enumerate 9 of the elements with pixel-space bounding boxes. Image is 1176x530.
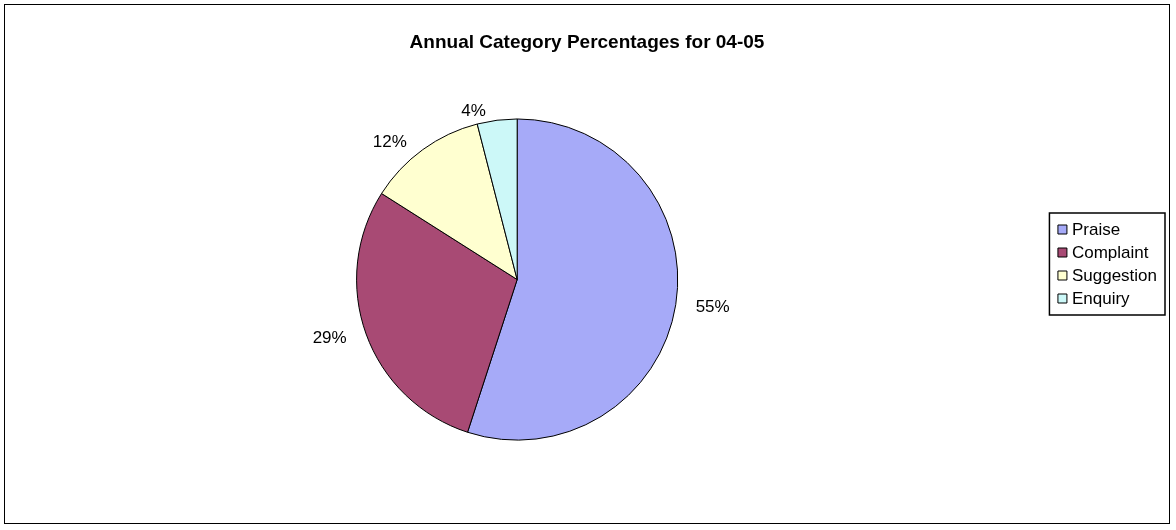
data-label: 55% <box>695 296 730 316</box>
legend-label: Enquiry <box>1071 289 1131 308</box>
legend-label: Suggestion <box>1071 266 1158 285</box>
data-label: 4% <box>461 100 486 120</box>
chart-title: Annual Category Percentages for 04-05 <box>409 31 765 52</box>
data-label: 12% <box>372 132 407 152</box>
data-label: 29% <box>312 327 347 347</box>
legend-label: Complaint <box>1071 243 1149 262</box>
legend-label: Praise <box>1071 220 1121 239</box>
